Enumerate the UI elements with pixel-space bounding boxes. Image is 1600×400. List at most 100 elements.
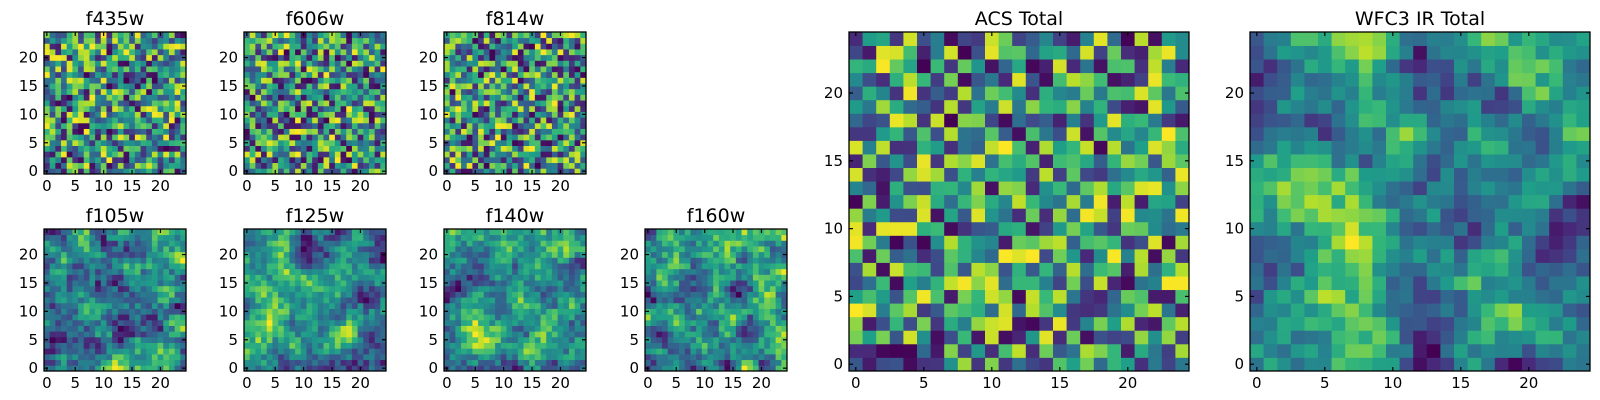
heatmap-cell [568, 297, 576, 304]
heatmap-cell [478, 348, 485, 355]
heatmap-cell [146, 319, 153, 326]
heatmap-cell [129, 251, 136, 258]
heatmap-cell [61, 342, 68, 349]
heatmap-cell [272, 111, 279, 118]
heatmap-cell [690, 274, 697, 281]
heatmap-cell [129, 263, 136, 270]
heatmap-cell [123, 162, 130, 169]
heatmap-cell [489, 145, 496, 152]
heatmap-cell [534, 122, 541, 129]
heatmap-cell [351, 285, 358, 292]
heatmap-cell [1107, 235, 1122, 250]
heatmap-cell [741, 353, 748, 361]
heatmap-cell [72, 60, 79, 67]
heatmap-cell [106, 308, 113, 315]
heatmap-cell [930, 167, 945, 182]
heatmap-cell [168, 229, 176, 236]
heatmap-cell [449, 32, 456, 39]
heatmap-cell [146, 162, 153, 169]
heatmap-cell [168, 257, 176, 264]
heatmap-cell [1161, 330, 1176, 345]
heatmap-cell [713, 325, 720, 332]
heatmap-cell [523, 162, 530, 169]
heatmap-cell [466, 297, 473, 304]
heatmap-cell [957, 343, 972, 358]
heatmap-cell [266, 128, 273, 135]
heatmap-cell [346, 71, 353, 78]
heatmap-cell [1039, 303, 1054, 318]
heatmap-cell [163, 348, 170, 355]
heatmap-cell [157, 359, 164, 366]
heatmap-cell [730, 319, 737, 326]
heatmap-cell [180, 37, 187, 44]
heatmap-cell [741, 365, 748, 372]
heatmap-cell [741, 246, 748, 253]
heatmap-cell [455, 268, 462, 275]
axes-frame [243, 31, 387, 175]
heatmap-cell [368, 145, 376, 152]
heatmap-cell [557, 156, 564, 164]
heatmap-cell [300, 37, 307, 44]
heatmap-cell [862, 316, 877, 331]
heatmap-cell [163, 331, 170, 338]
heatmap-cell [1053, 316, 1067, 331]
heatmap-cell [769, 246, 777, 253]
heatmap-cell [295, 54, 302, 61]
heatmap-cell [478, 336, 485, 343]
heatmap-cell [95, 37, 102, 44]
heatmap-cell [117, 331, 124, 338]
heatmap-cell [295, 291, 302, 298]
heatmap-cell [306, 302, 313, 309]
heatmap-cell [78, 319, 85, 326]
heatmap-cell [523, 285, 530, 292]
heatmap-cell [483, 229, 490, 236]
heatmap-cell [312, 83, 319, 90]
heatmap-cell [523, 319, 530, 326]
heatmap-cell [466, 49, 473, 56]
heatmap-cell [346, 43, 353, 50]
heatmap-cell [449, 88, 456, 95]
heatmap-cell [261, 105, 268, 112]
heatmap-cell [764, 234, 771, 241]
heatmap-cell [903, 276, 918, 291]
heatmap-cell [174, 325, 181, 332]
heatmap-cell [351, 105, 358, 112]
heatmap-cell [295, 308, 302, 315]
heatmap-cell [323, 37, 330, 44]
heatmap-cell [461, 285, 468, 292]
heatmap-cell [340, 66, 347, 73]
heatmap-cell [849, 357, 863, 372]
heatmap-cell [78, 66, 85, 73]
heatmap-cell [266, 122, 273, 129]
heatmap-cell [363, 319, 370, 326]
heatmap-cell [266, 83, 273, 90]
heatmap-cell [563, 83, 570, 90]
heatmap-cell [1012, 343, 1027, 358]
heatmap-cell [95, 77, 102, 84]
heatmap-cell [696, 359, 703, 366]
heatmap-cell [278, 325, 285, 332]
heatmap-cell [323, 94, 330, 101]
heatmap-cell [563, 139, 570, 146]
heatmap-cell [363, 94, 370, 101]
heatmap-cell [540, 229, 547, 236]
heatmap-cell [551, 77, 558, 84]
heatmap-cell [363, 88, 370, 95]
heatmap-cell [374, 37, 381, 44]
heatmap-cell [724, 229, 731, 236]
heatmap-cell [289, 268, 296, 275]
heatmap-cell [278, 162, 285, 169]
heatmap-cell [151, 342, 158, 349]
heatmap-cell [351, 257, 358, 264]
heatmap-cell [1053, 330, 1067, 345]
heatmap-cell [49, 234, 56, 241]
heatmap-cell [100, 342, 107, 349]
heatmap-cell [889, 181, 904, 196]
heatmap-cell [707, 365, 714, 372]
heatmap-cell [1080, 289, 1095, 304]
heatmap-cell [134, 319, 141, 326]
heatmap-cell [489, 257, 496, 264]
heatmap-cell [546, 139, 553, 146]
heatmap-cell [466, 319, 473, 326]
heatmap-cell [735, 319, 742, 326]
